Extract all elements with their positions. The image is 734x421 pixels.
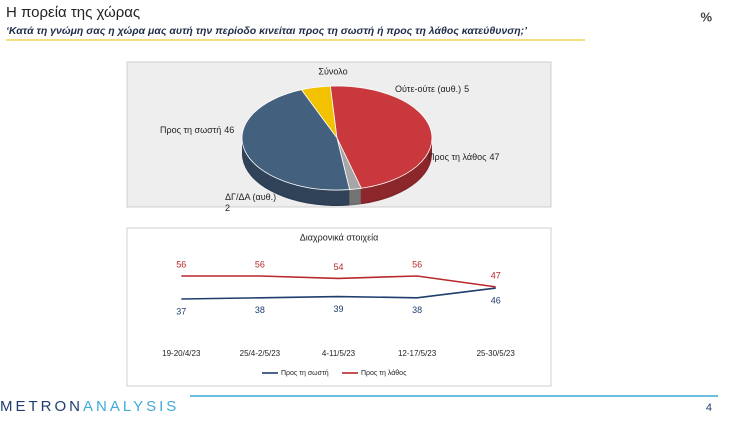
data-label: 56 [176,259,186,269]
x-tick-label: 25/4-2/5/23 [240,349,281,358]
pie-label-value: 46 [224,125,234,135]
data-label: 46 [491,295,501,305]
line-panel [126,227,552,387]
pie-label: ΔΓ/ΔΑ (αυθ.) 2 [225,192,276,213]
data-label: 54 [333,262,343,272]
pie-label-name: Ούτε-ούτε (αυθ.) [395,84,461,94]
x-tick-label: 25-30/5/23 [477,349,516,358]
pie-label-name: Προς τη σωστή [160,125,221,135]
pie-label: Ούτε-ούτε (αυθ.) 5 [395,84,469,94]
data-label: 38 [412,305,422,315]
pie-label-name: ΔΓ/ΔΑ (αυθ.) [225,192,276,202]
brand: METRONANALYSIS [0,398,179,415]
data-label: 38 [255,305,265,315]
slide-subtitle: ‘Κατά τη γνώμη σας η χώρα μας αυτή την π… [6,25,528,37]
pie-label-value: 2 [225,203,230,213]
pie-label: Προς τη λάθος 47 [428,152,499,162]
page-number: 4 [706,402,712,414]
data-label: 56 [255,259,265,269]
legend-label: Προς τη λάθος [361,369,407,377]
line-title: Διαχρονικά στοιχεία [300,232,379,242]
x-tick-label: 4-11/5/23 [322,349,356,358]
series-line [181,275,496,288]
data-label: 37 [176,306,186,316]
data-label: 47 [491,270,501,280]
x-tick-label: 19-20/4/23 [162,349,201,358]
pie-label-value: 5 [464,84,469,94]
slide-title: Η πορεία της χώρας [6,4,140,21]
data-label: 56 [412,259,422,269]
pie-slice [241,89,351,191]
pie-slice [329,85,433,189]
series-line [181,287,496,300]
brand-dark: METRON [0,398,83,415]
pie-title: Σύνολο [318,66,347,76]
x-tick-label: 12-17/5/23 [398,349,437,358]
pie-label: Προς τη σωστή 46 [160,125,234,135]
legend-label: Προς τη σωστή [281,370,329,377]
unit-label: % [700,9,712,24]
pie-label-value: 47 [489,152,499,162]
brand-light: ANALYSIS [83,398,179,415]
pie-label-name: Προς τη λάθος [428,152,487,162]
data-label: 39 [333,304,343,314]
